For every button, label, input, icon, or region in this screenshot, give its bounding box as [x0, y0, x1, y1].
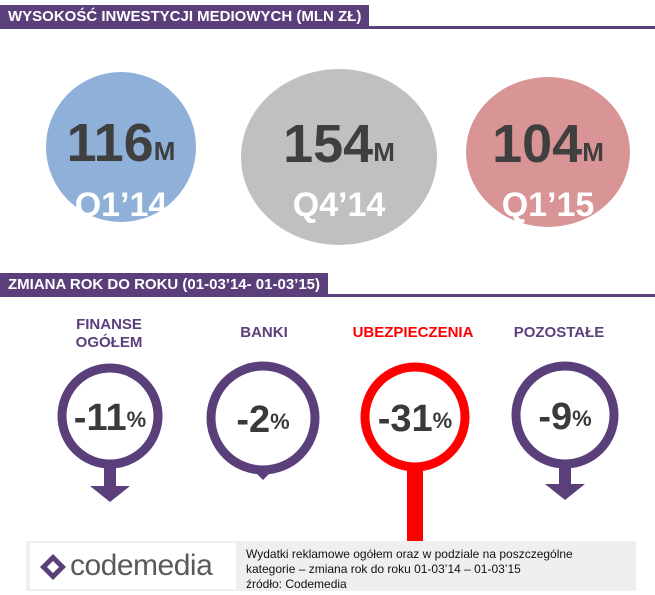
- footer-caption-line1: Wydatki reklamowe ogółem oraz w podziale…: [246, 547, 573, 561]
- bubble-q4-14: 154M Q4’14: [241, 69, 437, 245]
- section1-title: WYSOKOŚĆ INWESTYCJI MEDIOWYCH (MLN ZŁ): [0, 5, 370, 29]
- ring-banki: [206, 361, 320, 480]
- section1-divider: [0, 26, 655, 29]
- footer-caption-line2: kategorie – zmiana rok do roku 01-03’14 …: [246, 562, 521, 576]
- category-label-pozostale: POZOSTAŁE: [513, 324, 605, 341]
- bubble-q1-15: 104M Q1’15: [466, 77, 630, 227]
- bubble-value: 104M: [492, 114, 604, 174]
- ring-value-banki: -2%: [236, 399, 290, 441]
- category-label-ubezpieczenia: UBEZPIECZENIA: [352, 324, 474, 341]
- bubble-period: Q1’14: [74, 186, 168, 224]
- ring-value-finanse: -11%: [73, 397, 147, 439]
- ring-pozostale: [511, 361, 619, 500]
- category-label-banki: BANKI: [240, 324, 288, 341]
- ring-value-pozostale: -9%: [538, 396, 592, 438]
- ring-finanse: [57, 363, 163, 502]
- codemedia-logo-icon: [40, 554, 66, 580]
- bubble-period: Q4’14: [292, 186, 386, 224]
- logo-wordmark: codemedia: [70, 549, 213, 582]
- bubble-q1-14: 116M Q1’14: [46, 72, 196, 222]
- bubble-value: 154M: [283, 114, 395, 174]
- bubble-period: Q1’15: [501, 186, 595, 224]
- section2-divider: [0, 294, 655, 297]
- ring-value-ubezpieczenia: -31%: [377, 398, 453, 440]
- footer-source: źródło: Codemedia: [246, 577, 347, 591]
- bubble-value: 116M: [66, 113, 176, 173]
- section2-title: ZMIANA ROK DO ROKU (01-03’14- 01-03’15): [0, 273, 329, 297]
- category-label-finanse: FINANSE OGÓŁEM: [75, 316, 143, 351]
- ring-ubezpieczenia: [360, 362, 470, 545]
